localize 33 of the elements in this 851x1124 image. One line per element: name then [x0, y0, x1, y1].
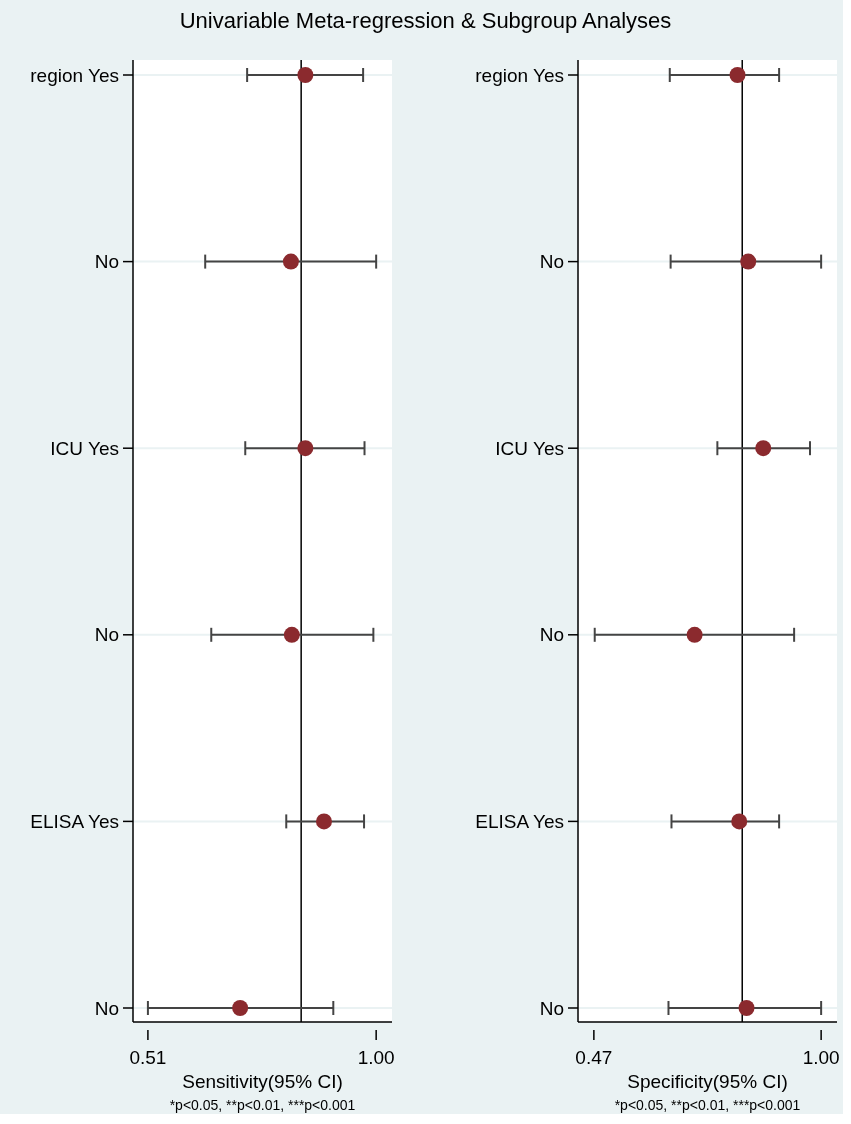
point [232, 1000, 249, 1016]
y-tick-label: ICU Yes [50, 437, 119, 459]
y-tick-label: region Yes [475, 64, 564, 86]
y-tick-label: No [94, 997, 119, 1019]
point [729, 67, 746, 83]
y-tick-label: No [94, 251, 119, 273]
point [297, 67, 314, 83]
text: *p<0.05, **p<0.01, ***p<0.001 [169, 1097, 356, 1113]
point [297, 440, 314, 457]
y-tick-label: No [94, 624, 119, 646]
x-tick-label: 1.00 [357, 1047, 395, 1068]
point [282, 253, 299, 270]
y-tick-label: region Yes [30, 64, 119, 86]
x-tick-label: 1.00 [802, 1047, 840, 1068]
y-tick-label: No [539, 624, 564, 646]
point [755, 440, 772, 457]
point [283, 626, 300, 643]
text: *p<0.05, **p<0.01, ***p<0.001 [614, 1097, 801, 1113]
x-axis-title: Sensitivity(95% CI) [182, 1071, 343, 1092]
point [315, 813, 332, 830]
y-tick-label: ICU Yes [495, 437, 564, 459]
x-tick-label: 0.51 [129, 1047, 167, 1068]
point [740, 253, 757, 270]
chart-title: Univariable Meta-regression & Subgroup Analyses [179, 8, 672, 33]
y-tick-label: No [539, 997, 564, 1019]
x-tick-label: 0.47 [575, 1047, 613, 1068]
y-tick-label: ELISA Yes [30, 811, 119, 833]
y-tick-label: No [539, 251, 564, 273]
point [686, 626, 703, 643]
point [738, 1000, 755, 1016]
point [731, 813, 748, 830]
y-tick-label: ELISA Yes [475, 811, 564, 833]
x-axis-title: Specificity(95% CI) [627, 1071, 788, 1092]
